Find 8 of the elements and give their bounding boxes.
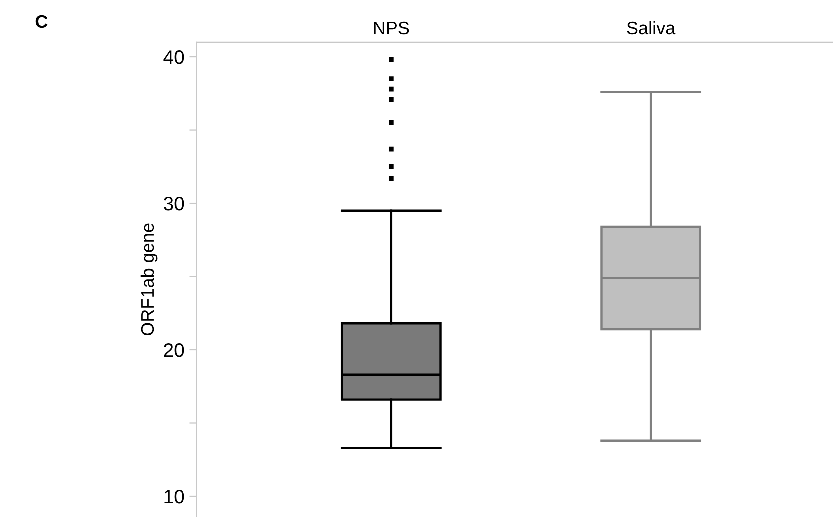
x-tick-label: Saliva: [627, 21, 676, 35]
y-tick-label: 10: [164, 490, 184, 504]
y-tick-label: 30: [164, 196, 184, 211]
y-tick-label: 20: [164, 343, 184, 358]
x-tick-label: NPS: [374, 22, 410, 35]
y-axis-title: ORF1ab gene: [140, 224, 158, 336]
text: C: [36, 15, 48, 28]
y-tick-label: 40: [164, 50, 184, 64]
